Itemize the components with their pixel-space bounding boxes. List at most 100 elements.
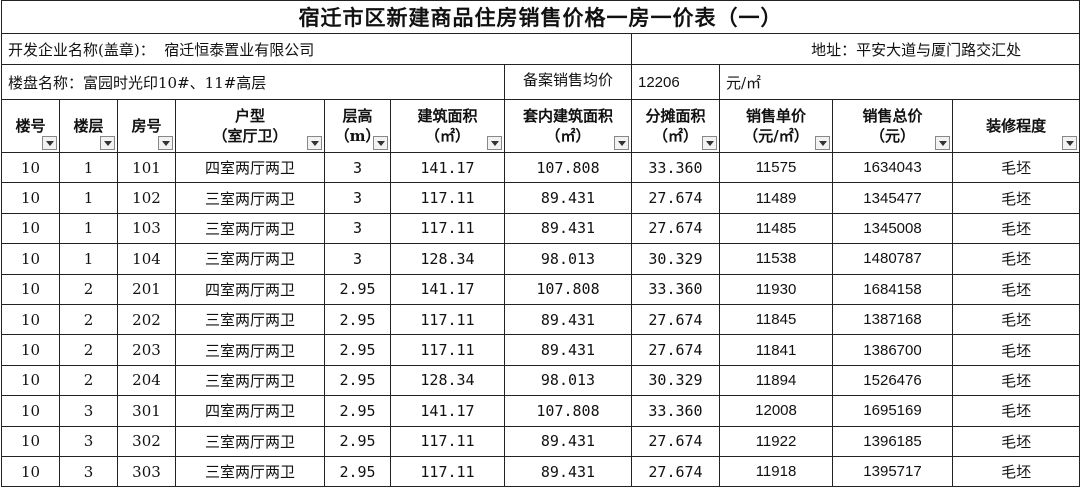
header-room-label: 房号 [131,117,162,135]
header-floor-height: 层高 （m） [324,99,391,153]
cell-floor: 2 [59,273,118,305]
cell-building: 10 [1,273,60,305]
cell-decoration: 毛坯 [951,364,1080,397]
cell-inner-area: 89.431 [504,334,632,366]
header-shared-area-label: 分摊面积 [645,107,706,125]
header-inner-area: 套内建筑面积 （㎡） [504,99,632,153]
table-row: 10 1 101 四室两厅两卫 3 141.17 107.808 33.360 11575 163… [1,151,1080,184]
cell-floor-height: 2.95 [324,334,391,366]
cell-shared-area: 33.360 [631,151,720,184]
cell-unit-price: 11922 [719,425,833,457]
filed-price-label: 备案销售均价 [504,64,632,100]
cell-inner-area: 107.808 [504,395,632,427]
filter-dropdown-icon[interactable] [702,136,717,150]
cell-shared-area: 27.674 [631,212,720,245]
cell-room: 203 [117,334,176,366]
header-floor-label: 楼层 [73,117,104,135]
cell-floor: 3 [59,455,118,488]
cell-gross-area: 117.11 [390,334,505,366]
address: 地址：平安大道与厦门路交汇处 [630,33,1080,65]
cell-room: 201 [117,273,176,305]
table-row: 10 2 204 三室两厅两卫 2.95 128.34 98.013 30.329 11894 1… [1,364,1080,397]
cell-floor-height: 2.95 [324,395,391,427]
cell-total-price: 1526476 [832,364,953,397]
filter-dropdown-icon[interactable] [100,136,115,150]
cell-shared-area: 30.329 [631,243,720,275]
developer-name: 宿迁恒泰置业有限公司 [164,40,315,59]
cell-layout: 三室两厅两卫 [175,303,325,336]
header-gross-area-label: 建筑面积 [417,107,478,125]
cell-gross-area: 141.17 [390,395,505,427]
cell-unit-price: 11575 [719,151,833,184]
header-row: 楼号 楼层 房号 户型 （室厅卫） 层高 （m） 建筑面积 （㎡） 套内建筑面积 （㎡） 分摊面积 （㎡… [1,99,1080,153]
cell-total-price: 1634043 [832,151,953,184]
cell-layout: 三室两厅两卫 [175,182,325,214]
cell-floor-height: 3 [324,151,391,184]
cell-floor: 3 [59,425,118,457]
cell-unit-price: 11485 [719,212,833,245]
cell-total-price: 1345008 [832,212,953,245]
header-total-price: 销售总价 （元） [832,99,953,153]
cell-unit-price: 11894 [719,364,833,397]
header-layout-label: 户型 [234,107,265,125]
header-decoration: 装修程度 [951,99,1080,153]
cell-unit-price: 11538 [719,243,833,275]
cell-decoration: 毛坯 [951,455,1080,488]
cell-layout: 四室两厅两卫 [175,395,325,427]
filter-dropdown-icon[interactable] [614,136,629,150]
filter-dropdown-icon[interactable] [42,136,57,150]
filter-dropdown-icon[interactable] [935,136,950,150]
filter-dropdown-icon[interactable] [307,136,322,150]
cell-building: 10 [1,455,60,488]
cell-building: 10 [1,303,60,336]
cell-floor: 1 [59,151,118,184]
cell-unit-price: 11930 [719,273,833,305]
header-floor-height-label: 层高 [342,107,373,125]
cell-floor-height: 2.95 [324,425,391,457]
cell-building: 10 [1,395,60,427]
cell-inner-area: 89.431 [504,212,632,245]
cell-floor-height: 3 [324,212,391,245]
cell-total-price: 1386700 [832,334,953,366]
filter-dropdown-icon[interactable] [1062,136,1078,150]
table-row: 10 3 302 三室两厅两卫 2.95 117.11 89.431 27.674 11922 1… [1,425,1080,457]
filed-price-unit: 元/㎡ [718,64,1080,100]
cell-room: 104 [117,243,176,275]
cell-shared-area: 33.360 [631,395,720,427]
header-building: 楼号 [1,99,60,153]
cell-floor: 2 [59,334,118,366]
header-unit-price-unit: （元/㎡） [743,127,809,145]
project-row: 楼盘名称：富园时光印10#、11#高层 备案销售均价 12206 元/㎡ [1,64,1080,100]
cell-building: 10 [1,243,60,275]
table-row: 10 1 104 三室两厅两卫 3 128.34 98.013 30.329 11538 1480… [1,243,1080,275]
cell-floor: 1 [59,182,118,214]
page-title: 宿迁市区新建商品住房销售价格一房一价表（一） [0,0,1080,34]
cell-decoration: 毛坯 [951,151,1080,184]
cell-total-price: 1684158 [832,273,953,305]
cell-layout: 三室两厅两卫 [175,425,325,457]
cell-room: 302 [117,425,176,457]
header-building-label: 楼号 [15,117,46,135]
header-total-price-unit: （元） [869,127,915,145]
cell-unit-price: 11845 [719,303,833,336]
cell-total-price: 1395717 [832,455,953,488]
filter-dropdown-icon[interactable] [815,136,830,150]
cell-shared-area: 27.674 [631,303,720,336]
cell-floor-height: 2.95 [324,455,391,488]
header-inner-area-unit: （㎡） [545,127,591,145]
cell-decoration: 毛坯 [951,273,1080,305]
cell-floor-height: 3 [324,243,391,275]
cell-decoration: 毛坯 [951,395,1080,427]
filter-dropdown-icon[interactable] [158,136,173,150]
cell-decoration: 毛坯 [951,303,1080,336]
cell-building: 10 [1,212,60,245]
filter-dropdown-icon[interactable] [487,136,502,150]
cell-shared-area: 27.674 [631,182,720,214]
table-row: 10 1 103 三室两厅两卫 3 117.11 89.431 27.674 11485 1345… [1,212,1080,245]
cell-total-price: 1387168 [832,303,953,336]
project-name: 楼盘名称：富园时光印10#、11#高层 [1,64,505,100]
filter-dropdown-icon[interactable] [373,136,388,150]
cell-decoration: 毛坯 [951,425,1080,457]
developer-row: 开发企业名称(盖章)： 宿迁恒泰置业有限公司 地址：平安大道与厦门路交汇处 [1,33,1080,65]
header-shared-area-unit: （㎡） [652,127,698,145]
